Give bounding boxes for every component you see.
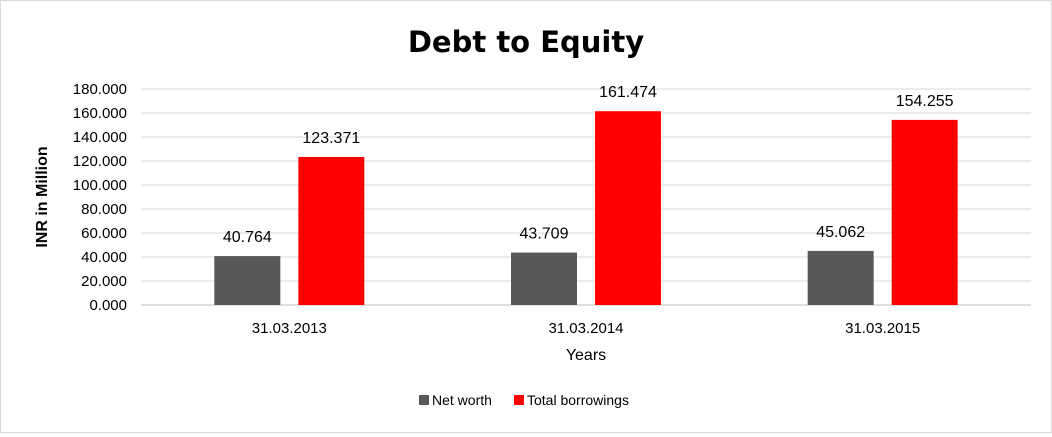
bar-net-worth	[807, 250, 874, 305]
data-label: 45.062	[816, 224, 865, 241]
x-tick-label: 31.03.2015	[845, 320, 920, 337]
y-tick-label: 80.000	[81, 201, 127, 218]
x-tick-label: 31.03.2014	[548, 320, 623, 337]
y-tick-label: 140.000	[73, 129, 127, 146]
legend-item-net-worth: Net worth	[419, 392, 492, 408]
x-axis-title: Years	[566, 347, 606, 364]
y-axis-ticks: 0.000 20.000 40.000 60.000 80.000 100.000 120.…	[73, 81, 127, 314]
y-tick-label: 0.000	[89, 297, 127, 314]
data-label: 43.709	[520, 226, 569, 243]
chart-title: Debt to Equity	[408, 25, 644, 59]
legend-item-total-borrowings: Total borrowings	[514, 392, 629, 408]
y-tick-label: 60.000	[81, 225, 127, 242]
data-labels: 40.764 123.371 43.709 161.474 45.062 154.255	[223, 84, 954, 246]
y-tick-label: 180.000	[73, 81, 127, 98]
bars	[214, 111, 958, 305]
data-label: 40.764	[223, 229, 272, 246]
legend: Net worth Total borrowings	[419, 392, 629, 408]
y-tick-label: 40.000	[81, 249, 127, 266]
data-label: 154.255	[896, 93, 954, 110]
data-label: 123.371	[302, 130, 360, 147]
legend-label: Net worth	[432, 392, 492, 408]
legend-swatch	[419, 395, 429, 405]
y-tick-label: 120.000	[73, 153, 127, 170]
data-label: 161.474	[599, 84, 657, 101]
bar-total-borrowings	[298, 156, 365, 305]
bar-net-worth	[214, 256, 281, 305]
x-tick-label: 31.03.2013	[252, 320, 327, 337]
gridlines	[141, 88, 1031, 306]
bar-total-borrowings	[891, 119, 958, 305]
y-tick-label: 160.000	[73, 105, 127, 122]
legend-swatch	[514, 395, 524, 405]
legend-label: Total borrowings	[527, 392, 629, 408]
y-tick-label: 100.000	[73, 177, 127, 194]
y-tick-label: 20.000	[81, 273, 127, 290]
bar-net-worth	[511, 252, 577, 305]
bar-total-borrowings	[595, 111, 661, 305]
x-axis-ticks: 31.03.2013 31.03.2014 31.03.2015	[252, 320, 920, 337]
y-axis-title: INR in Million	[34, 146, 51, 247]
